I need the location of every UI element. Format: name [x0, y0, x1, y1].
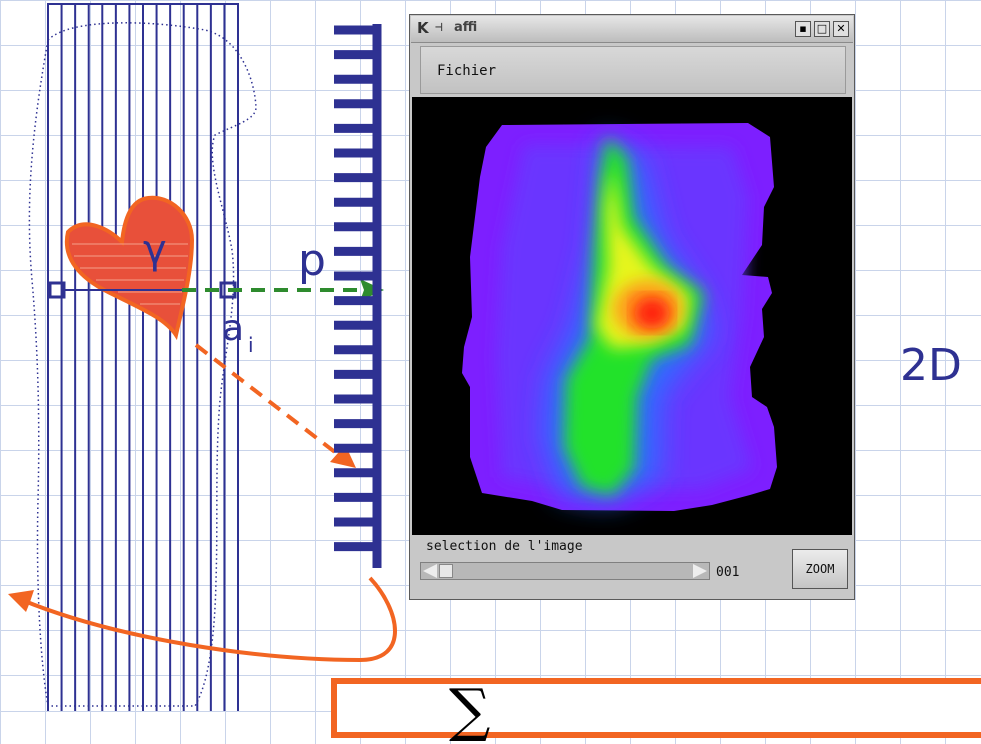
heatmap-red	[634, 297, 670, 329]
p-label: p	[298, 235, 326, 286]
body-outline	[28, 22, 257, 707]
image-canvas[interactable]	[412, 97, 852, 535]
return-curve-arrowhead	[8, 590, 34, 612]
close-icon[interactable]: ✕	[833, 21, 849, 37]
projection-arrowhead-p	[360, 279, 384, 301]
return-curve-arrow	[21, 576, 397, 663]
region-gamma	[64, 195, 195, 341]
sum-symbol: ∑	[449, 676, 491, 744]
region-hatching	[72, 243, 188, 305]
heatmap-image	[462, 123, 777, 511]
projection-diagram: γ p a i	[8, 3, 397, 711]
maximize-icon[interactable]: □	[814, 21, 830, 37]
status-label: selection de l'image	[426, 539, 583, 554]
scatter-arrowhead	[330, 444, 356, 468]
pin-icon[interactable]: ⊣	[435, 20, 443, 35]
gamma-label: γ	[143, 227, 167, 273]
scatter-arrow	[194, 343, 342, 458]
menu-bar: Fichier	[420, 46, 846, 94]
slice-number: 001	[716, 565, 740, 580]
menu-file[interactable]: Fichier	[437, 63, 497, 79]
scroll-thumb[interactable]	[439, 564, 453, 578]
formula-box: ∑	[331, 676, 981, 744]
affi-window[interactable]: K ⊣ affi ▪ □ ✕ Fichier	[409, 14, 855, 600]
zoom-button[interactable]: ZOOM	[792, 549, 848, 589]
detector-teeth	[334, 25, 381, 552]
minimize-icon[interactable]: ▪	[795, 21, 811, 37]
scroll-left-arrow-icon[interactable]	[423, 564, 437, 578]
detector-strips	[47, 3, 239, 711]
k-app-icon[interactable]: K	[417, 19, 429, 37]
a-label: a	[222, 308, 244, 349]
title-bar[interactable]: K ⊣ affi ▪ □ ✕	[411, 16, 853, 43]
window-title: affi	[454, 20, 478, 35]
dimension-label: 2D	[900, 340, 962, 391]
scroll-right-arrow-icon[interactable]	[693, 564, 707, 578]
a-subscript-label: i	[248, 333, 254, 357]
slice-scrollbar[interactable]	[420, 562, 710, 580]
